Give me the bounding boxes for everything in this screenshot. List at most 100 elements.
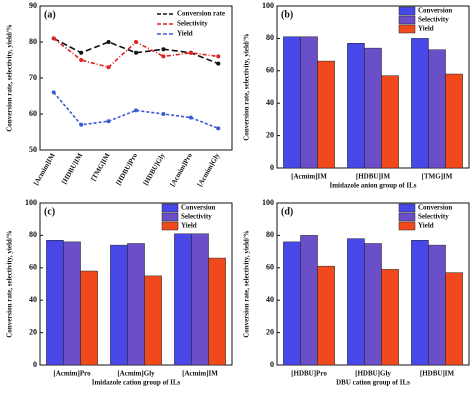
y-tick-label: 0: [270, 360, 274, 369]
x-tick-label: [Acmim]Pro: [168, 151, 194, 188]
point: [161, 47, 166, 52]
x-tick-label: [HDBU]Pro: [291, 370, 327, 378]
y-tick-label: 60: [29, 263, 37, 272]
x-tick-label: [HDBU]Gly: [142, 151, 167, 186]
y-tick-label: 60: [266, 263, 274, 272]
point: [106, 65, 111, 70]
x-tick-label: [Acmim]Gly: [117, 370, 155, 378]
legend-swatch: [398, 221, 416, 231]
x-axis-label: Imidazole cation group of ILs: [92, 379, 181, 387]
bar: [381, 269, 399, 366]
bar: [191, 233, 209, 366]
panel-label: (d): [281, 206, 293, 217]
point: [188, 115, 193, 120]
x-tick-label: [HDBU]IM: [60, 151, 84, 185]
x-tick-label: [Acmim]IM: [182, 370, 218, 378]
point: [79, 58, 84, 62]
x-tick-label: [Acmim]IM: [32, 151, 57, 186]
x-tick-label: [TMG]IM: [422, 173, 453, 181]
legend-label: Conversion rate: [177, 10, 225, 18]
y-tick-label: 0: [270, 163, 274, 172]
legend-label: Conversion: [418, 204, 452, 212]
bar: [208, 257, 226, 366]
bar: [347, 43, 365, 169]
bar: [364, 47, 382, 169]
y-tick-label: 90: [29, 1, 37, 10]
y-tick-label: 60: [29, 109, 37, 118]
legend-swatch: [398, 212, 416, 222]
point: [216, 126, 221, 131]
y-tick-label: 100: [25, 198, 37, 207]
y-tick-label: 100: [262, 1, 274, 10]
y-tick-label: 40: [29, 295, 37, 304]
bar: [46, 240, 64, 366]
y-tick-label: 40: [266, 295, 274, 304]
bar: [445, 272, 463, 366]
legend-label: Conversion: [418, 7, 452, 15]
y-tick-label: 80: [29, 230, 37, 239]
point: [161, 112, 166, 116]
y-axis-label: Conversion rate, selectivity, yield/%: [243, 33, 251, 141]
legend-label: Selectivity: [418, 16, 449, 24]
bar: [127, 243, 145, 366]
x-tick-label: [TMG]IM: [89, 151, 111, 182]
x-tick-label: [Acmim]IM: [291, 173, 327, 181]
point: [106, 119, 111, 124]
bar: [300, 235, 318, 366]
point: [216, 54, 221, 59]
bar: [80, 270, 98, 366]
y-tick-label: 20: [266, 130, 274, 139]
y-axis-label: Conversion rate, selectivity, yield/%: [6, 230, 14, 338]
point: [106, 40, 111, 44]
legend-swatch: [161, 203, 179, 213]
legend-label: Yield: [177, 30, 193, 38]
y-axis-label: Conversion rate, selectivity, yield/%: [243, 230, 251, 338]
bar: [411, 38, 429, 169]
bar: [110, 244, 128, 366]
bar: [347, 238, 365, 366]
x-axis-label: DBU cation group of ILs: [336, 379, 410, 387]
y-tick-label: 60: [266, 66, 274, 75]
point: [216, 61, 221, 66]
point: [188, 50, 193, 55]
panel-label: (c): [44, 206, 55, 217]
bar: [411, 240, 429, 366]
point: [51, 90, 56, 95]
y-tick-label: 50: [29, 145, 37, 154]
y-tick-label: 20: [29, 327, 37, 336]
y-tick-label: 80: [266, 33, 274, 42]
legend-swatch: [398, 6, 416, 16]
bar: [144, 275, 162, 366]
bar: [174, 233, 192, 366]
bar: [445, 73, 463, 169]
y-tick-label: 20: [266, 327, 274, 336]
legend-swatch: [398, 15, 416, 25]
legend-label: Selectivity: [177, 20, 208, 28]
x-tick-label: [HDBU]Pro: [114, 151, 139, 186]
bar: [283, 36, 301, 169]
legend-label: Conversion: [181, 204, 215, 212]
bar: [381, 75, 399, 169]
x-tick-label: [HDBU]Gly: [355, 370, 391, 378]
bar: [317, 60, 335, 169]
y-tick-label: 100: [262, 198, 274, 207]
legend-label: Yield: [418, 25, 434, 33]
legend-label: Selectivity: [181, 213, 212, 221]
point: [161, 54, 166, 59]
bar: [317, 265, 335, 366]
bar: [364, 243, 382, 366]
y-tick-label: 0: [33, 360, 37, 369]
point: [134, 108, 138, 113]
y-tick-label: 70: [29, 73, 37, 82]
point: [79, 122, 84, 127]
y-tick-label: 80: [29, 37, 37, 46]
point: [134, 40, 138, 44]
point: [134, 50, 138, 55]
x-tick-label: [Acmim]Gly: [196, 151, 222, 188]
point: [79, 50, 84, 55]
bar: [283, 241, 301, 366]
bar: [300, 36, 318, 169]
panel-label: (b): [281, 9, 293, 20]
legend-swatch: [398, 24, 416, 34]
